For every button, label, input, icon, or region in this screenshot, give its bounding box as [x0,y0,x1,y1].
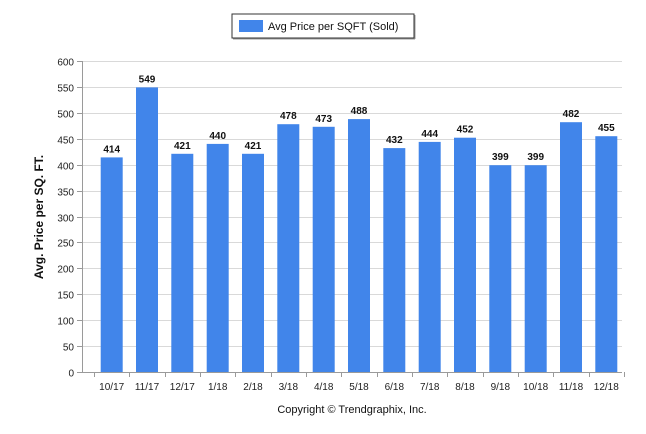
data-label: 488 [351,106,368,117]
bar-4/18 [312,126,335,372]
x-tick-label: 11/17 [135,382,160,393]
data-label: 444 [421,129,438,140]
data-label: 414 [103,144,120,155]
data-label: 549 [139,74,156,85]
x-axis: 10/17 11/17 12/17 1/18 2/18 3/18 4/18 5/18 6/18 7… [82,372,625,393]
x-tick-label: 8/18 [455,382,475,393]
y-tick-label: 500 [57,110,74,121]
bar-7/18 [418,141,441,372]
x-tick-label: 6/18 [385,382,405,393]
data-label: 421 [245,141,262,152]
data-label: 455 [598,123,615,134]
y-tick-label: 400 [57,162,74,173]
x-tick-label: 12/17 [170,382,195,393]
data-labels: 414 549 421 440 421 478 473 488 432 444 452 399 399 4… [103,74,615,163]
x-tick-label: 10/18 [523,382,548,393]
bar-11/17 [136,87,158,373]
y-tick-label: 50 [63,343,75,354]
data-label: 399 [492,152,509,163]
data-label: 478 [280,111,297,122]
y-tick-label: 450 [57,136,74,147]
bar-1/18 [206,143,229,372]
x-tick-label: 2/18 [243,382,263,393]
y-tick-label: 200 [57,265,74,276]
data-label: 421 [174,141,191,152]
bar-8/18 [454,137,476,372]
y-tick-label: 0 [68,369,74,380]
data-label: 440 [209,131,226,142]
bar-3/18 [277,124,300,372]
bar-10/18 [524,165,547,372]
copyright-text: Copyright © Trendgraphix, Inc. [277,404,426,416]
y-axis-title: Avg. Price per SQ. FT. [32,155,46,279]
y-tick-label: 550 [57,84,74,95]
y-tick-label: 150 [57,291,74,302]
x-tick-label: 1/18 [208,382,228,393]
x-tick-label: 9/18 [491,382,511,393]
x-tick-label: 5/18 [349,382,369,393]
x-tick-label: 7/18 [420,382,440,393]
data-label: 482 [563,109,580,120]
x-tick-label: 3/18 [279,382,299,393]
data-label: 432 [386,135,403,146]
y-tick-label: 100 [57,317,74,328]
y-tick-label: 250 [57,239,74,250]
x-tick-label: 10/17 [99,382,124,393]
legend-label: Avg Price per SQFT (Sold) [268,21,398,33]
bar-9/18 [489,165,512,372]
bar-series [100,87,618,373]
data-label: 399 [527,152,544,163]
bar-5/18 [348,119,370,372]
bar-6/18 [383,148,406,372]
x-tick-label: 4/18 [314,382,334,393]
y-axis: 0 50 100 150 200 250 300 350 400 450 500 550 600 [57,58,83,380]
bar-12/17 [171,153,194,372]
legend-swatch [239,20,263,32]
data-label: 473 [315,114,332,125]
y-tick-label: 350 [57,188,74,199]
y-tick-label: 600 [57,58,74,69]
bar-11/18 [560,122,582,372]
y-tick-label: 300 [57,214,74,225]
bar-10/17 [100,157,123,372]
data-label: 452 [457,125,474,136]
legend: Avg Price per SQFT (Sold) [231,13,416,40]
bar-2/18 [242,153,264,372]
x-tick-label: 11/18 [559,382,584,393]
x-tick-label: 12/18 [594,382,619,393]
bar-12/18 [595,136,618,372]
